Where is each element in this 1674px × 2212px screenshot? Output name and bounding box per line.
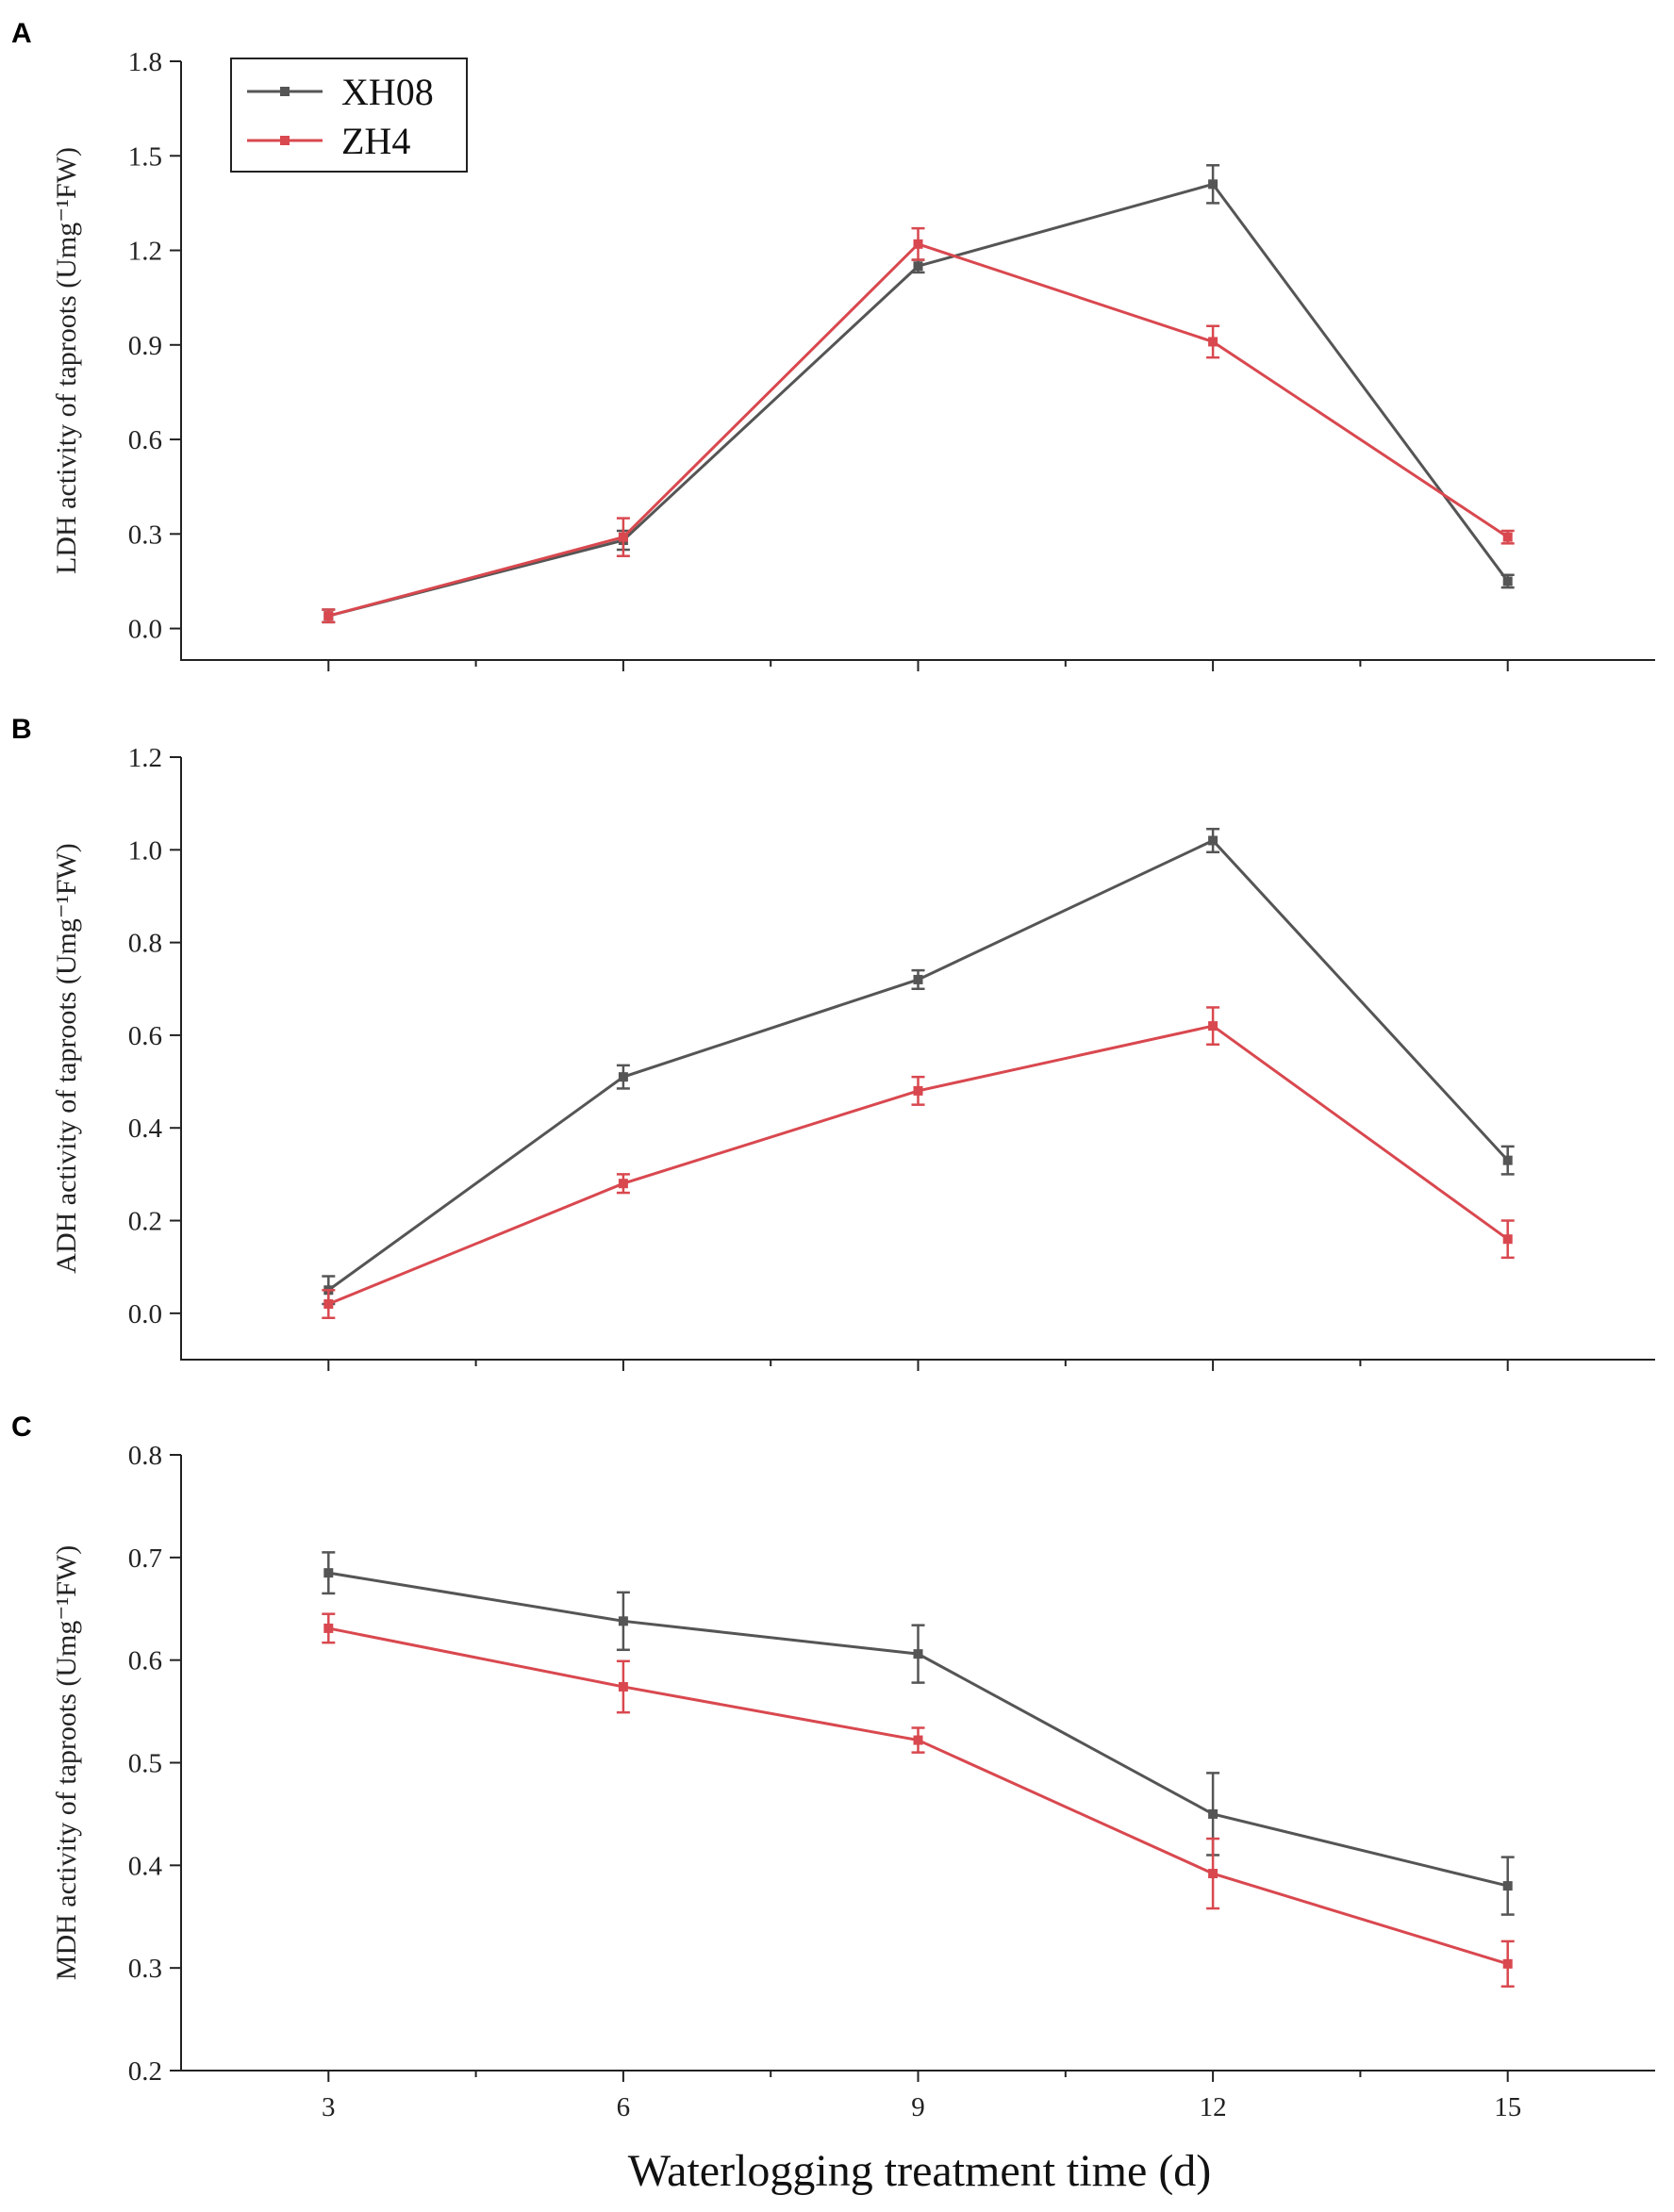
data-point bbox=[913, 1649, 923, 1659]
data-point bbox=[913, 239, 923, 249]
x-tick-label: 9 bbox=[911, 2092, 925, 2122]
panel-letter: B bbox=[11, 714, 32, 745]
y-tick-label: 0.3 bbox=[128, 520, 162, 550]
data-point bbox=[1208, 1869, 1218, 1879]
y-tick-label: 0.0 bbox=[128, 1299, 162, 1329]
y-tick-label: 0.0 bbox=[128, 615, 162, 645]
x-tick-label: 3 bbox=[322, 2092, 336, 2122]
legend-marker bbox=[280, 136, 290, 145]
data-point bbox=[618, 1681, 628, 1692]
y-tick-label: 0.8 bbox=[128, 929, 162, 959]
legend-box bbox=[230, 58, 468, 173]
y-tick-label: 0.8 bbox=[128, 1441, 162, 1471]
data-point bbox=[1502, 532, 1513, 542]
series-zh4 bbox=[322, 1006, 1515, 1320]
x-axis-title: Waterlogging treatment time (d) bbox=[628, 2146, 1212, 2196]
data-point bbox=[618, 1072, 628, 1082]
data-point bbox=[1502, 1155, 1513, 1165]
x-tick-label: 12 bbox=[1200, 2092, 1227, 2122]
data-point bbox=[323, 611, 334, 621]
y-tick-label: 1.2 bbox=[128, 237, 162, 267]
y-tick-label: 0.7 bbox=[128, 1543, 162, 1574]
y-tick-label: 0.5 bbox=[128, 1749, 162, 1779]
y-tick-label: 0.2 bbox=[128, 1207, 162, 1237]
data-point bbox=[913, 261, 923, 272]
data-point bbox=[1502, 1234, 1513, 1245]
series-line bbox=[327, 1024, 1509, 1306]
data-point bbox=[1502, 1881, 1513, 1891]
y-tick-label: 0.6 bbox=[128, 1021, 162, 1051]
y-tick-label: 0.6 bbox=[128, 425, 162, 455]
legend-label: ZH4 bbox=[341, 120, 410, 162]
data-point bbox=[618, 1616, 628, 1626]
y-tick-label: 1.5 bbox=[128, 141, 162, 172]
legend-label: XH08 bbox=[341, 71, 434, 113]
y-tick-label: 0.6 bbox=[128, 1646, 162, 1676]
data-point bbox=[1208, 179, 1218, 190]
chart-panel-c: C 0.2 0.3 0.4 0.5 0.6 0.7 0.8 3 6 9 12 15 MDH activit… bbox=[11, 1411, 1655, 2122]
y-tick-label: 0.2 bbox=[128, 2056, 162, 2087]
x-tick-label: 15 bbox=[1494, 2092, 1521, 2122]
legend-marker bbox=[280, 87, 290, 96]
data-point bbox=[323, 1623, 334, 1633]
data-point bbox=[618, 1179, 628, 1189]
y-tick-label: 0.4 bbox=[128, 1114, 163, 1144]
axes bbox=[180, 61, 1655, 661]
chart-panel-b: B 0.0 0.2 0.4 0.6 0.8 1.0 1.2 ADH activity of ta… bbox=[11, 714, 1655, 1371]
y-tick-label: 1.8 bbox=[128, 47, 162, 77]
y-axis-title: LDH activity of taproots (Umg⁻¹FW) bbox=[51, 147, 82, 574]
series-xh08 bbox=[322, 827, 1515, 1306]
data-point bbox=[618, 532, 628, 542]
y-tick-label: 1.0 bbox=[128, 835, 162, 866]
data-point bbox=[1208, 1808, 1218, 1819]
y-axis-title: ADH activity of taproots (Umg⁻¹FW) bbox=[51, 843, 82, 1273]
series-line bbox=[327, 838, 1509, 1292]
y-tick-label: 1.2 bbox=[128, 743, 162, 773]
series-zh4 bbox=[322, 1612, 1515, 1989]
axes bbox=[180, 757, 1655, 1361]
legend: XH08 ZH4 bbox=[230, 58, 468, 173]
data-point bbox=[323, 1299, 334, 1310]
chart-panel-a: A 0.0 0.3 0.6 0.9 1.2 1.5 1.8 LDH activity of ta… bbox=[11, 18, 1655, 671]
y-axis-title: MDH activity of taproots (Umg⁻¹FW) bbox=[51, 1545, 82, 1980]
data-point bbox=[1208, 835, 1218, 846]
y-tick-label: 0.4 bbox=[128, 1851, 163, 1881]
series-line bbox=[327, 242, 1509, 618]
panel-letter: A bbox=[11, 18, 32, 49]
x-tick-label: 6 bbox=[617, 2092, 631, 2122]
data-point bbox=[913, 1085, 923, 1096]
data-point bbox=[913, 974, 923, 984]
y-tick-label: 0.3 bbox=[128, 1954, 162, 1984]
series-zh4 bbox=[322, 226, 1515, 624]
data-point bbox=[323, 1568, 334, 1578]
data-point bbox=[1502, 1958, 1513, 1969]
data-point bbox=[913, 1735, 923, 1745]
axes bbox=[180, 1455, 1655, 2072]
data-point bbox=[1208, 337, 1218, 347]
panel-letter: C bbox=[11, 1411, 32, 1443]
y-tick-label: 0.9 bbox=[128, 331, 162, 361]
data-point bbox=[1208, 1021, 1218, 1032]
data-point bbox=[1502, 576, 1513, 586]
